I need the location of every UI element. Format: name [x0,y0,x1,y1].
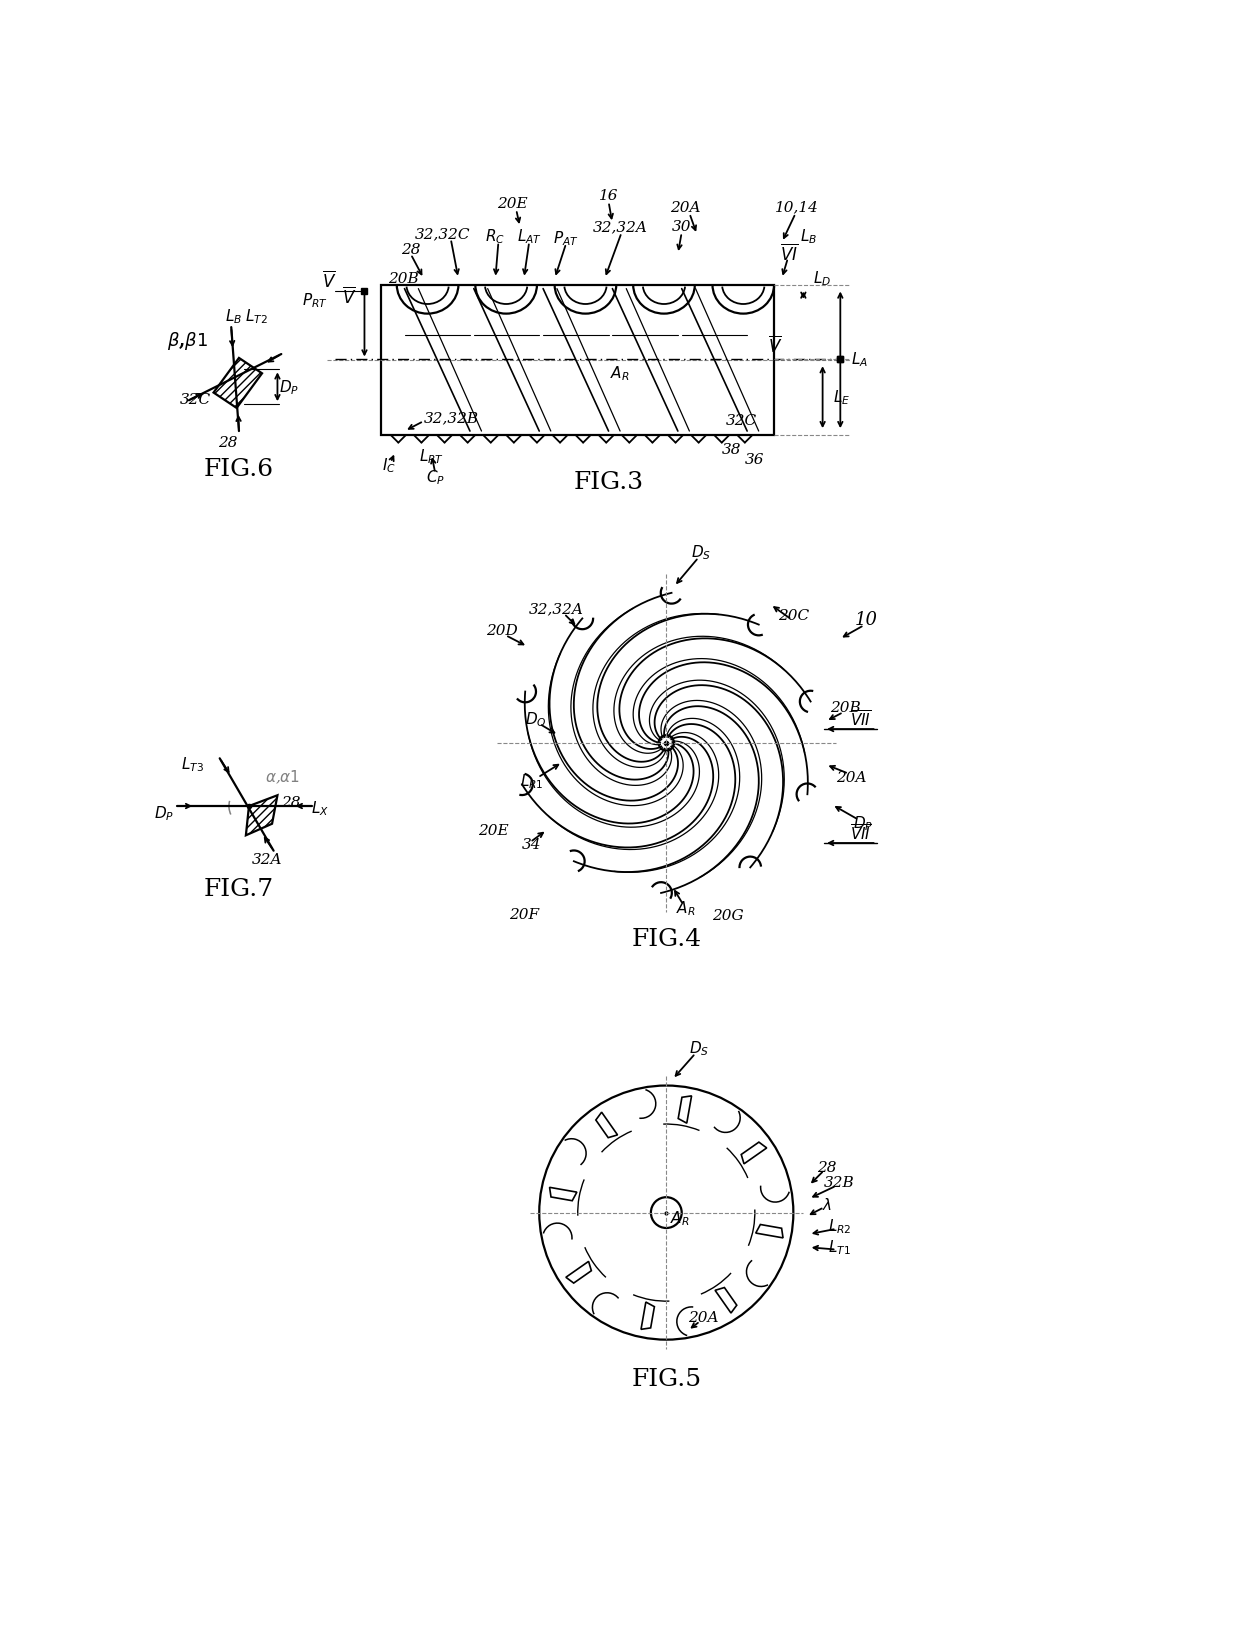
Text: 20G: 20G [712,909,744,924]
Text: 32,32B: 32,32B [424,410,479,425]
Polygon shape [565,1261,591,1283]
Text: $L_{R1}$: $L_{R1}$ [520,772,543,791]
Bar [382,284,774,435]
Text: $\overline{VII}$: $\overline{VII}$ [851,710,872,729]
Text: $D_P$: $D_P$ [154,804,175,822]
Polygon shape [755,1225,782,1238]
Text: $\overline{VI}$: $\overline{VI}$ [780,244,799,265]
Text: 32,32A: 32,32A [593,221,647,234]
Text: $L_A$: $L_A$ [851,350,868,370]
Polygon shape [678,1095,692,1123]
Text: $L_X$: $L_X$ [311,800,329,818]
Text: 10,14: 10,14 [775,201,820,214]
Text: $L_B$: $L_B$ [800,227,817,247]
Text: $D_P$: $D_P$ [853,814,873,834]
Text: 36: 36 [745,453,765,466]
Text: 32C: 32C [727,414,758,428]
Text: FIG.7: FIG.7 [203,878,274,901]
Text: 20A: 20A [688,1311,718,1324]
Text: $L_{T1}$: $L_{T1}$ [828,1238,851,1257]
Text: 20B: 20B [831,701,861,714]
Text: $L_{T3}$: $L_{T3}$ [181,755,205,773]
Polygon shape [641,1301,655,1329]
Text: 10: 10 [856,611,878,629]
Text: $D_P$: $D_P$ [279,378,299,397]
Text: 32,32C: 32,32C [415,227,471,242]
Polygon shape [715,1287,737,1313]
Text: $L_{AT}$: $L_{AT}$ [517,227,542,247]
Text: FIG.6: FIG.6 [203,458,274,481]
Text: 34: 34 [522,839,542,852]
Text: $\overline{V}$: $\overline{V}$ [342,286,356,307]
Text: $\overline{V}$: $\overline{V}$ [769,335,782,356]
Polygon shape [742,1143,766,1164]
Text: $R_C$: $R_C$ [485,227,506,247]
Text: $D_O$: $D_O$ [525,711,547,729]
Text: $L_{R2}$: $L_{R2}$ [828,1216,852,1236]
Text: 20C: 20C [777,608,808,623]
Text: 28: 28 [401,244,420,257]
Text: 32,32A: 32,32A [528,603,584,616]
Text: $\beta$,$\beta1$: $\beta$,$\beta1$ [167,330,208,352]
Text: 32C: 32C [180,394,211,407]
Text: $P_{AT}$: $P_{AT}$ [553,229,579,249]
Text: FIG.5: FIG.5 [631,1368,702,1391]
Text: $\alpha$,$\alpha1$: $\alpha$,$\alpha1$ [265,768,300,786]
Text: 32A: 32A [252,853,283,867]
Text: $A_R$: $A_R$ [671,1210,689,1228]
Text: 38: 38 [722,443,742,458]
Text: 20A: 20A [671,201,701,214]
Text: FIG.3: FIG.3 [573,471,644,494]
Text: $\overline{VII}$: $\overline{VII}$ [851,824,872,844]
Text: $L_{RT}$: $L_{RT}$ [419,446,444,466]
Text: 20E: 20E [477,824,508,839]
Text: $L_D$: $L_D$ [812,270,831,288]
Text: $A_R$: $A_R$ [610,365,630,383]
Text: 20D: 20D [486,625,518,638]
Text: 28: 28 [280,796,300,809]
Text: $L_B$: $L_B$ [224,307,242,327]
Text: 20B: 20B [388,271,418,286]
Text: $D_S$: $D_S$ [688,1040,709,1058]
Text: $D_S$: $D_S$ [691,543,711,562]
Text: 28: 28 [817,1161,837,1176]
Text: $A_R$: $A_R$ [676,899,696,917]
Polygon shape [596,1112,618,1138]
Text: $\lambda$: $\lambda$ [822,1197,832,1213]
Text: 20A: 20A [836,770,867,785]
Text: $L_E$: $L_E$ [832,387,849,407]
Polygon shape [549,1187,577,1200]
Text: 20E: 20E [497,196,527,211]
Text: 20F: 20F [508,907,539,922]
Text: $\overline{V}$: $\overline{V}$ [322,270,336,291]
Text: FIG.4: FIG.4 [631,927,702,950]
Text: 16: 16 [599,190,619,203]
Text: $C_P$: $C_P$ [425,468,445,487]
Text: $I_C$: $I_C$ [382,456,396,476]
Text: 32B: 32B [825,1176,854,1190]
Text: 28: 28 [218,435,237,450]
Text: $L_{T2}$: $L_{T2}$ [246,307,268,327]
Text: 30: 30 [672,221,692,234]
Text: $P_{RT}$: $P_{RT}$ [301,291,327,309]
